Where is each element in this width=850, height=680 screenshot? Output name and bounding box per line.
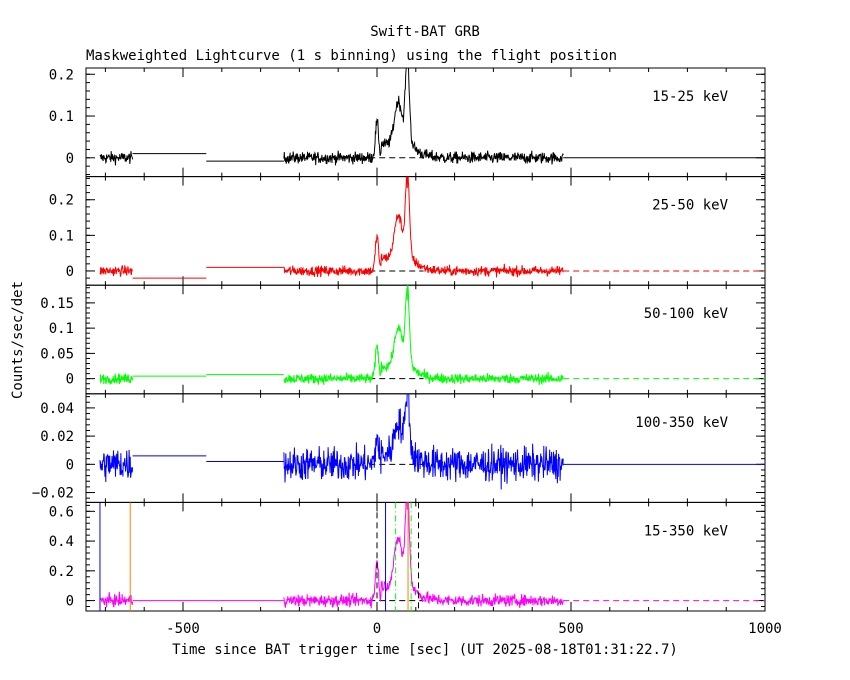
y-tick-label: 0.2 [49,564,74,580]
series-lightcurve-1 [99,591,134,608]
panel-2: 0 0.1 0.2 25-50 keV [49,176,766,286]
panel-energy-label: 100-350 keV [635,415,728,431]
panel-energy-label: 15-350 keV [644,523,729,539]
y-tick-label: 0.4 [49,534,74,550]
y-tick-label: 0.2 [49,193,74,209]
panel-3: 0 0.05 0.1 0.15 50-100 keV [40,284,766,395]
y-tick-label: 0.02 [40,429,74,445]
y-tick-label: 0.2 [49,67,74,83]
series-lightcurve-1 [99,449,134,483]
series-lightcurve-2 [283,393,564,490]
x-tick-label: 0 [373,621,381,637]
panel-energy-label: 25-50 keV [652,198,728,214]
panel-frame [85,501,766,612]
series-lightcurve-1 [99,373,134,386]
panel-energy-label: 50-100 keV [644,306,729,322]
panel-energy-label: 15-25 keV [652,89,728,105]
y-tick-label: 0.04 [40,401,74,417]
series-lightcurve-2 [283,68,564,166]
chart-subtitle: Maskweighted Lightcurve (1 s binning) us… [86,48,617,64]
x-tick-label: -500 [166,621,200,637]
series-lightcurve-2 [283,285,564,386]
y-tick-label: 0 [66,151,74,167]
y-tick-label: 0.15 [40,296,74,312]
y-tick-label: 0 [66,457,74,473]
y-tick-label: 0.1 [49,228,74,244]
y-tick-label: 0 [66,372,74,388]
series-lightcurve-1 [99,151,134,166]
series-lightcurve-2 [283,176,564,278]
y-tick-label: −0.02 [32,486,74,502]
y-tick-label: 0 [66,264,74,280]
y-tick-label: 0 [66,594,74,610]
panel-4: −0.02 0 0.02 0.04 100-350 keV [32,393,766,503]
series-flat-bins [132,455,765,465]
x-axis-label: Time since BAT trigger time [sec] (UT 20… [172,642,678,658]
panel-1: 0 0.1 0.2 15-25 keV [49,67,766,178]
panel-5: 0 0.2 0.4 0.6 15-350 keV -500 0 500 1000 [49,501,782,637]
panel-frame [85,67,766,178]
series-flat-bins [132,266,284,279]
y-tick-label: 0.05 [40,346,74,362]
x-tick-label: 500 [558,621,583,637]
y-axis-label: Counts/sec/det [10,281,26,399]
chart-title: Swift-BAT GRB [370,24,480,40]
series-lightcurve-1 [99,265,133,277]
x-tick-label: 1000 [748,621,782,637]
series-lightcurve-2 [283,502,564,609]
y-tick-label: 0.1 [49,109,74,125]
panels-group: 0 0.1 0.2 15-25 keV 0 0.1 0.2 25-50 keV 0 0.05 0.1… [32,67,782,637]
y-tick-label: 0.6 [49,504,74,520]
y-tick-label: 0.1 [49,321,74,337]
series-flat-bins [132,153,765,162]
series-flat-bins [132,374,284,377]
panel-frame [85,393,766,503]
